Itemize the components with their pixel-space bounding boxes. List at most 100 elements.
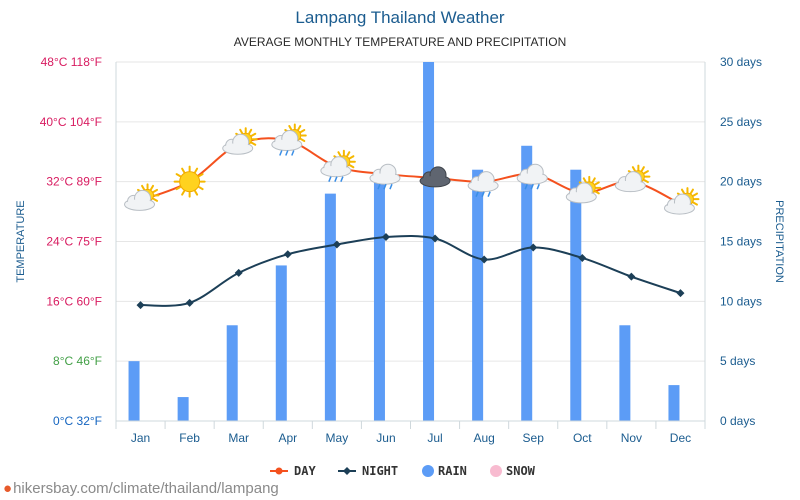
rain-drop [389,183,393,190]
temperature-lines [136,137,685,310]
left-tick-label: 40°C 104°F [40,115,102,129]
right-tick-label: 0 days [720,414,755,428]
rain-drop [481,191,485,197]
rain-drop [475,191,479,197]
x-tick-label: Sep [523,431,545,445]
rain-bar [128,361,140,421]
sun-cloud-icon [124,183,160,211]
sun-ray [248,128,253,135]
rain-bar [177,397,189,421]
storm-cloud-icon [419,166,451,188]
sun-ray [194,190,199,196]
x-tick-label: Aug [473,431,494,445]
rain-drop [291,150,295,156]
sun-ray [141,184,146,191]
night-point [480,255,489,264]
sun-ray [643,179,649,184]
sun-ray [346,151,351,157]
rain-bar [521,145,533,421]
night-point [578,253,587,262]
rain-drop [383,183,387,190]
sun-ray [337,151,342,157]
legend-label: DAY [294,464,316,478]
rain-bar [619,325,631,421]
legend-item-night: NIGHT [338,464,398,478]
cloud-fill [125,199,154,210]
sun-icon [173,165,206,198]
x-tick-label: Feb [179,431,200,445]
night-point [283,250,292,259]
sun-cloud-icon [614,164,651,193]
x-tick-label: May [326,431,349,445]
rain-drop [340,176,344,182]
grid [116,61,705,422]
left-tick-label: 32°C 89°F [46,175,102,189]
left-tick-label: 24°C 75°F [46,235,102,249]
sun-cloud-icon [222,127,258,155]
right-tick-label: 5 days [720,354,755,368]
sun-ray [150,184,155,191]
rain-drop [279,150,283,156]
legend-label: RAIN [438,464,467,478]
sun-ray [297,125,302,131]
rain-bar [373,181,385,421]
sun-ray [643,170,649,175]
rain-drop [530,183,534,190]
sun-cloud-rain-icon [320,149,356,182]
weather-icons [124,123,700,215]
rain-drop [328,176,332,182]
sun-ray [152,188,159,193]
legend-marker [490,465,502,477]
night-point [136,301,145,310]
sun-ray [175,186,182,191]
legend-marker [275,467,283,475]
left-tick-label: 8°C 46°F [53,354,102,368]
night-point [627,272,636,281]
x-tick-label: Nov [621,431,642,445]
x-tick-label: Jan [131,431,150,445]
x-tick-label: Mar [228,431,249,445]
night-point [676,289,685,298]
watermark-text: hikersbay.com/climate/thailand/lampang [13,480,279,497]
legend-item-day: DAY [270,464,316,478]
sun-ray [692,201,698,206]
left-tick-label: 0°C 32°F [53,414,102,428]
rain-drop [536,183,540,190]
rain-drop [334,176,338,182]
rain-bar [570,169,582,421]
sun-ray [594,190,600,195]
cloud-fill [665,203,694,214]
cloud-fill [370,173,399,184]
watermark[interactable]: ●hikersbay.com/climate/thailand/lampang [3,480,279,497]
night-point [529,243,538,252]
legend-label: NIGHT [362,464,398,478]
chart-subtitle: AVERAGE MONTHLY TEMPERATURE AND PRECIPIT… [233,35,567,49]
right-tick-label: 25 days [720,115,762,129]
rain-drop [377,183,381,190]
cloud-fill [567,191,596,202]
left-tick-label: 16°C 60°F [46,294,102,308]
night-point [381,233,390,242]
right-tick-label: 15 days [720,235,762,249]
sun-ray [198,173,204,178]
right-tick-label: 20 days [720,175,762,189]
x-tick-label: Apr [278,431,297,445]
sun-ray [680,188,685,195]
sun-ray [348,164,355,169]
x-tick-label: Jul [427,431,442,445]
rain-bar [472,169,484,421]
sun-ray [591,177,596,183]
x-tick-label: Oct [573,431,592,445]
cloud-fill [272,139,301,150]
sun-ray [181,190,186,196]
sun-ray [582,177,587,183]
legend-marker [343,467,351,475]
sun-ray [175,173,182,178]
sun-ray [239,128,244,135]
night-point [185,298,194,307]
y-axis-title-right: PRECIPITATION [773,200,785,283]
sun-cloud-icon [663,187,700,215]
legend: DAY NIGHT RAIN SNOW [270,464,536,478]
sun-ray [181,167,186,174]
